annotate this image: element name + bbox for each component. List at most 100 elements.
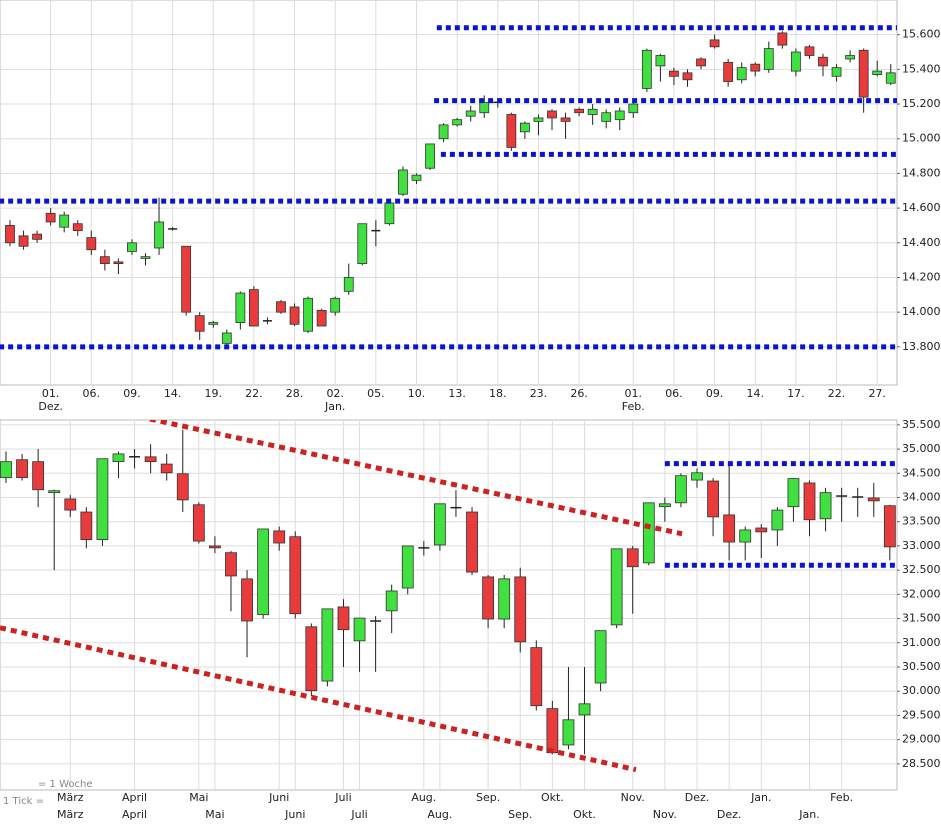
x-tick-label: April	[122, 791, 147, 804]
candle-body	[669, 70, 679, 77]
y-tick-label: 35.000	[902, 442, 941, 455]
y-tick-label: 30.500	[902, 660, 941, 673]
y-tick-label: 29.000	[902, 733, 941, 746]
x-tick-label: 09.	[706, 387, 724, 400]
candle-body	[872, 70, 883, 75]
y-tick-label: 13.800	[902, 340, 941, 353]
candle-body	[763, 48, 774, 70]
candle-body	[628, 103, 639, 114]
candle-body	[96, 458, 109, 541]
plot-area	[0, 0, 898, 386]
candle-body	[192, 504, 205, 542]
candle-body	[533, 117, 544, 122]
y-tick-label: 34.000	[902, 490, 941, 503]
x-tick-label: März	[57, 791, 84, 804]
x-tick-label-secondary: Dez.	[38, 400, 63, 413]
candle-body	[176, 473, 189, 501]
trend-line	[149, 420, 683, 537]
candle-body	[691, 472, 703, 481]
candle-body	[384, 202, 395, 225]
x-tick-label: 19.	[205, 387, 223, 400]
x-tick-label: Juni	[268, 791, 289, 804]
candles	[0, 420, 897, 773]
candle-body	[289, 306, 300, 325]
x-tick-label-secondary: Mai	[205, 808, 224, 821]
candle-body	[112, 453, 125, 463]
x-tick-label: Dez.	[685, 791, 710, 804]
x-tick-label: 02.	[326, 387, 344, 400]
candle-body	[610, 548, 623, 626]
candle-body	[209, 545, 221, 549]
x-tick-label: 28.	[286, 387, 304, 400]
x-tick-label: Juli	[334, 791, 351, 804]
y-tick-label: 29.500	[902, 708, 941, 721]
candles	[0, 25, 897, 350]
candle-body	[506, 114, 517, 148]
candle-body	[32, 461, 45, 491]
candle-body	[696, 58, 706, 67]
candle-body	[709, 39, 720, 48]
candle-body	[885, 72, 896, 84]
x-tick-label: Mai	[189, 791, 208, 804]
candle-body	[208, 322, 219, 325]
candle-body	[498, 578, 511, 620]
x-tick-label: 14.	[747, 387, 765, 400]
candle-body	[0, 461, 12, 479]
candle-body	[154, 221, 164, 249]
x-tick-label-secondary: März	[57, 808, 84, 821]
candle-body	[273, 530, 286, 544]
x-tick-label-secondary: Juni	[284, 808, 305, 821]
y-tick-label: 32.000	[902, 587, 941, 600]
candle-body	[235, 292, 246, 323]
candle-body	[707, 480, 719, 518]
candle-body	[514, 576, 527, 643]
x-tick-label: Sep.	[476, 791, 500, 804]
y-tick-label: 34.500	[902, 466, 941, 479]
candle-body	[16, 459, 28, 479]
candle-body	[819, 492, 832, 520]
candle-body	[723, 62, 734, 82]
candle-body	[845, 55, 855, 60]
candle-body	[818, 56, 828, 67]
candle-body	[337, 606, 350, 631]
x-tick-label: 01.	[625, 387, 643, 400]
y-tick-label: 30.000	[902, 684, 941, 697]
candle-body	[803, 482, 816, 521]
candle-body	[330, 297, 341, 313]
x-tick-label: 23.	[530, 387, 548, 400]
candle-body	[305, 626, 318, 692]
candle-body	[433, 503, 446, 546]
candle-body	[64, 498, 77, 511]
x-tick-label-secondary: Aug.	[427, 808, 452, 821]
x-tick-label: 13.	[448, 387, 466, 400]
candle-body	[221, 332, 232, 344]
trend-line	[0, 625, 637, 773]
x-tick-label-secondary: Feb.	[622, 400, 645, 413]
candle-body	[750, 63, 761, 72]
candle-body	[831, 67, 842, 77]
candle-body	[804, 46, 815, 56]
x-tick-label: 22.	[828, 387, 846, 400]
x-tick-label-secondary: April	[122, 808, 147, 821]
candle-body	[194, 315, 205, 332]
x-tick-label-secondary: Jan.	[324, 400, 345, 413]
candle-body	[59, 214, 70, 228]
candle-body	[140, 256, 151, 259]
candle-body	[113, 261, 124, 265]
candle-body	[867, 497, 880, 502]
candle-body	[411, 174, 422, 181]
x-tick-label: 01.	[42, 387, 60, 400]
candle-body	[127, 242, 137, 252]
candle-body	[398, 169, 408, 195]
candle-body	[560, 117, 571, 122]
candle-body	[72, 223, 83, 232]
candle-body	[858, 49, 869, 98]
candle-body	[642, 502, 655, 564]
candle-body	[438, 124, 449, 140]
plot-area	[0, 419, 898, 791]
candle-body	[353, 617, 366, 642]
x-tick-label: 14.	[164, 387, 182, 400]
candle-body	[658, 503, 671, 508]
x-tick-label: Feb.	[830, 791, 853, 804]
candle-body	[357, 223, 368, 265]
